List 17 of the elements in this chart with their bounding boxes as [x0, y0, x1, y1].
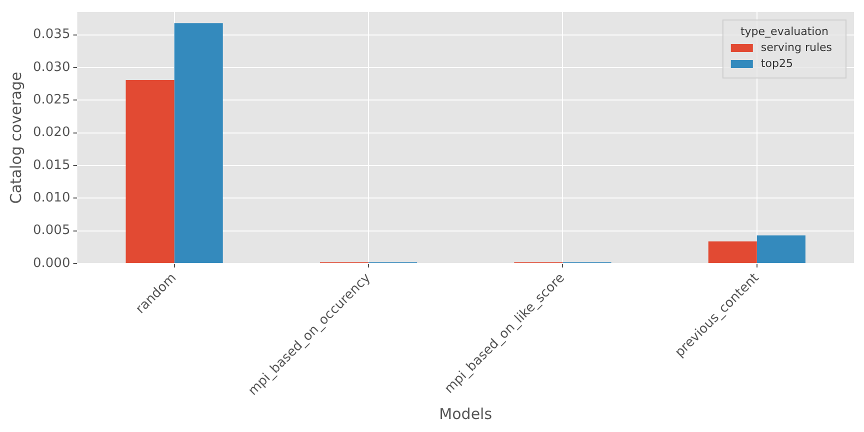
bar: [174, 23, 223, 264]
bar: [708, 241, 757, 264]
x-axis-title: Models: [439, 404, 492, 423]
y-tick-label: 0.010: [33, 190, 70, 206]
y-tick-label: 0.015: [33, 158, 70, 173]
legend-label: serving rules: [760, 40, 832, 54]
legend-title: type_evaluation: [740, 24, 828, 38]
y-axis-title: Catalog coverage: [6, 72, 25, 204]
y-tick-label: 0.020: [33, 125, 70, 140]
bar: [126, 80, 174, 264]
bar: [756, 235, 806, 264]
y-tick-label: 0.000: [33, 256, 70, 271]
legend-label: top25: [760, 56, 793, 70]
y-tick-label: 0.035: [33, 27, 70, 42]
y-tick-label: 0.030: [33, 60, 70, 75]
y-tick-label: 0.025: [33, 92, 70, 108]
y-tick-label: 0.005: [33, 223, 70, 238]
